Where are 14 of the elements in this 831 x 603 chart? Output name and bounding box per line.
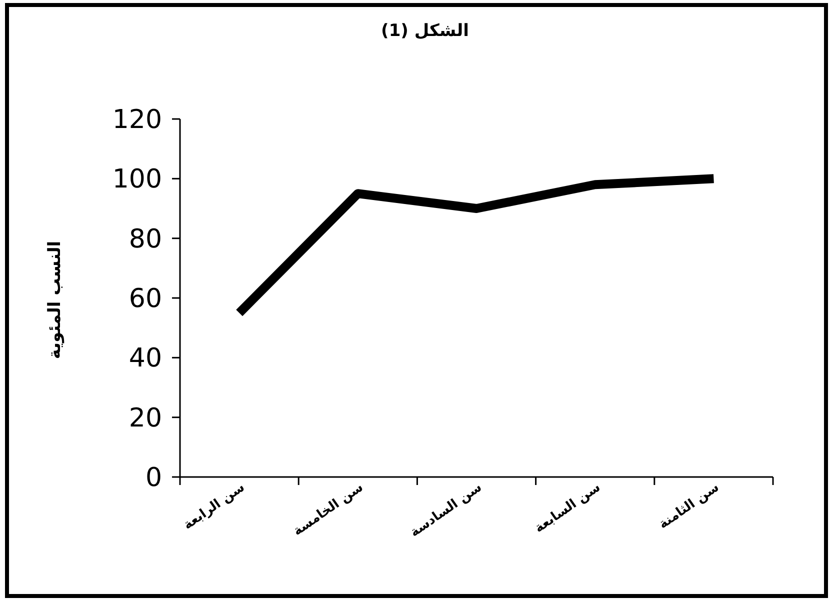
y-tick-label: 100 bbox=[112, 164, 162, 195]
y-tick-label: 0 bbox=[145, 463, 162, 493]
chart-title: الشكل (1) bbox=[381, 21, 469, 41]
y-axis-title: النسب المئوية bbox=[45, 240, 65, 360]
x-tick-label: سن السابعة bbox=[532, 480, 604, 536]
y-tick-label: 20 bbox=[128, 403, 162, 434]
y-tick-label: 80 bbox=[128, 224, 162, 254]
x-tick-label: سن السادسة bbox=[408, 480, 485, 540]
y-tick-label: 60 bbox=[128, 284, 162, 314]
y-tick-label: 120 bbox=[112, 105, 162, 135]
x-tick-label: سن الرابعة bbox=[180, 480, 248, 533]
x-tick-label: سن الثامنة bbox=[656, 480, 722, 532]
x-tick-label: سن الخامسة bbox=[290, 480, 366, 540]
y-tick-label: 40 bbox=[128, 344, 162, 374]
